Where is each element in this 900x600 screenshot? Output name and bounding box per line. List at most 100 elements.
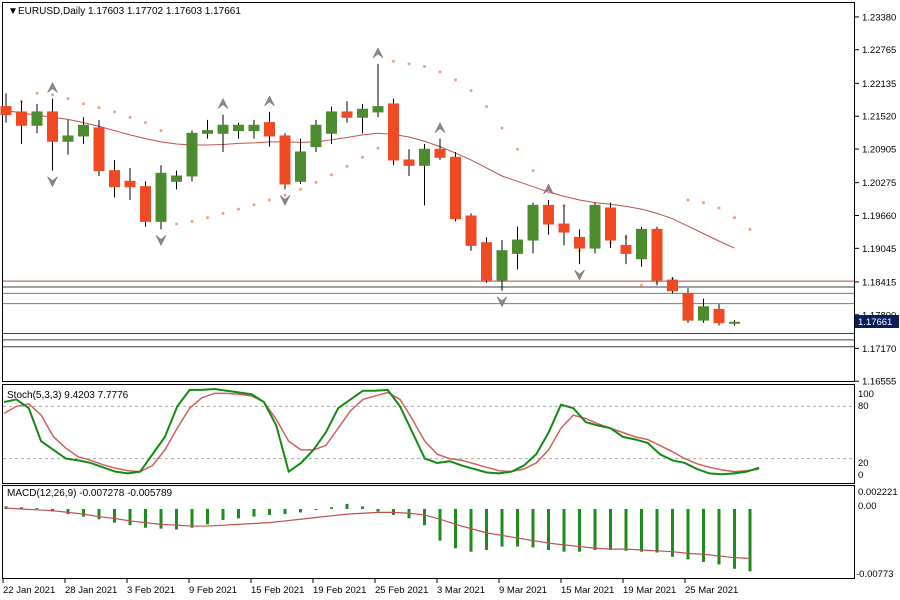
chart-symbol: EURUSD,Daily	[18, 6, 85, 17]
candle-body	[434, 148, 446, 158]
candle-body	[62, 135, 74, 142]
price-tick-label: 1.22135	[862, 79, 896, 90]
candle-body	[496, 250, 508, 281]
macd-bar	[299, 508, 302, 513]
sar-dot	[733, 216, 736, 220]
candle-body	[47, 111, 58, 142]
candle-body	[233, 124, 244, 132]
sar-dot	[35, 91, 39, 95]
candle-body	[341, 111, 353, 118]
sar-dot	[547, 190, 550, 194]
candle-body	[403, 159, 415, 166]
macd-bar	[314, 508, 318, 510]
sar-dot	[454, 78, 457, 82]
time-axis: 22 Jan 2021 28 Jan 2021 3 Feb 2021 9 Feb 20…	[2, 579, 738, 596]
sar-dot	[51, 93, 54, 97]
candle-body	[202, 130, 213, 134]
macd-bar	[237, 508, 240, 519]
candle-body	[620, 244, 632, 254]
sar-dot	[392, 59, 395, 63]
macd-bar	[423, 508, 426, 526]
fractal-down-arrow	[574, 269, 585, 281]
candle-body	[667, 279, 678, 292]
fractal-up-arrow	[217, 98, 229, 109]
candle-body	[295, 151, 306, 182]
candle-body	[651, 228, 663, 281]
candle-body	[264, 122, 275, 137]
price-tick-label: 1.20905	[862, 145, 896, 156]
macd-bar	[454, 508, 457, 549]
macd-bar	[221, 508, 225, 521]
macd-bar	[593, 508, 597, 550]
candle-body	[558, 223, 570, 233]
macd-bar	[717, 508, 721, 565]
candle-body	[279, 135, 291, 185]
time-tick-label: 28 Jan 2021	[65, 585, 117, 596]
time-tick-label: 15 Feb 2021	[251, 585, 304, 596]
candle-body	[310, 124, 322, 148]
macd-bar	[20, 507, 23, 509]
sar-dot	[97, 106, 101, 110]
sar-dot	[345, 164, 349, 168]
stochastic-pane	[2, 384, 855, 484]
sar-dot	[702, 201, 705, 205]
candle-body	[217, 124, 229, 134]
ma-line	[5, 109, 735, 249]
macd-bar	[531, 508, 535, 548]
sar-dot	[438, 70, 442, 74]
macd-bar	[190, 508, 194, 528]
sar-dot	[407, 62, 411, 66]
macd-axis-bottom: -0.00773	[856, 569, 894, 580]
price-tick-label: 1.22765	[862, 45, 896, 56]
sar-dot	[144, 121, 147, 125]
sar-dot	[237, 207, 240, 211]
moving-average	[5, 109, 735, 249]
sar-dot	[190, 219, 194, 223]
macd-bar	[469, 508, 473, 552]
sar-dot	[717, 206, 721, 210]
sar-dot	[500, 126, 504, 130]
price-tick-label: 1.19660	[862, 211, 896, 222]
candle-body	[388, 103, 399, 161]
sar-dot	[469, 89, 473, 93]
price-tick-label: 1.18415	[862, 277, 896, 288]
time-tick-label: 25 Feb 2021	[375, 585, 428, 596]
candle-body	[93, 127, 105, 172]
macd-bar	[438, 508, 442, 541]
macd-bar	[516, 508, 519, 547]
time-tick-label: 3 Feb 2021	[127, 585, 175, 596]
macd-bar	[578, 508, 581, 552]
fractal-up-arrow	[543, 183, 554, 195]
horizontal-lines	[3, 280, 854, 348]
stoch-axis-20: 20	[858, 458, 869, 469]
candle-body	[729, 321, 740, 324]
sar-dot	[268, 198, 271, 202]
sar-dot	[159, 129, 163, 133]
macd-bar	[624, 508, 628, 551]
macd-bar	[655, 508, 659, 553]
sar-dot	[82, 102, 85, 106]
macd-bar	[376, 508, 380, 512]
chart-symbol-dropdown-icon[interactable]: ▼	[8, 6, 18, 17]
candle-body	[543, 204, 554, 225]
time-tick-label: 15 Mar 2021	[561, 585, 614, 596]
stoch-axis-100: 100	[858, 389, 874, 400]
macd-signal-line	[5, 507, 751, 560]
fractal-up-arrow	[434, 122, 446, 133]
candle-body	[16, 111, 27, 126]
sar-dot	[361, 155, 364, 159]
macd-bar	[609, 508, 612, 550]
macd-bar	[702, 508, 705, 562]
candle-body	[481, 242, 492, 281]
macd-bar	[330, 507, 333, 509]
macd-bar	[686, 508, 690, 560]
macd-bar	[175, 508, 178, 530]
time-tick-label: 9 Feb 2021	[189, 585, 237, 596]
stoch-axis-80: 80	[858, 401, 869, 412]
candle-body	[248, 124, 260, 132]
macd-axis-zero: 0.00	[858, 501, 877, 512]
fractal-up-arrow	[372, 47, 384, 59]
sar-dot	[531, 169, 535, 173]
macd-pane	[2, 485, 855, 579]
